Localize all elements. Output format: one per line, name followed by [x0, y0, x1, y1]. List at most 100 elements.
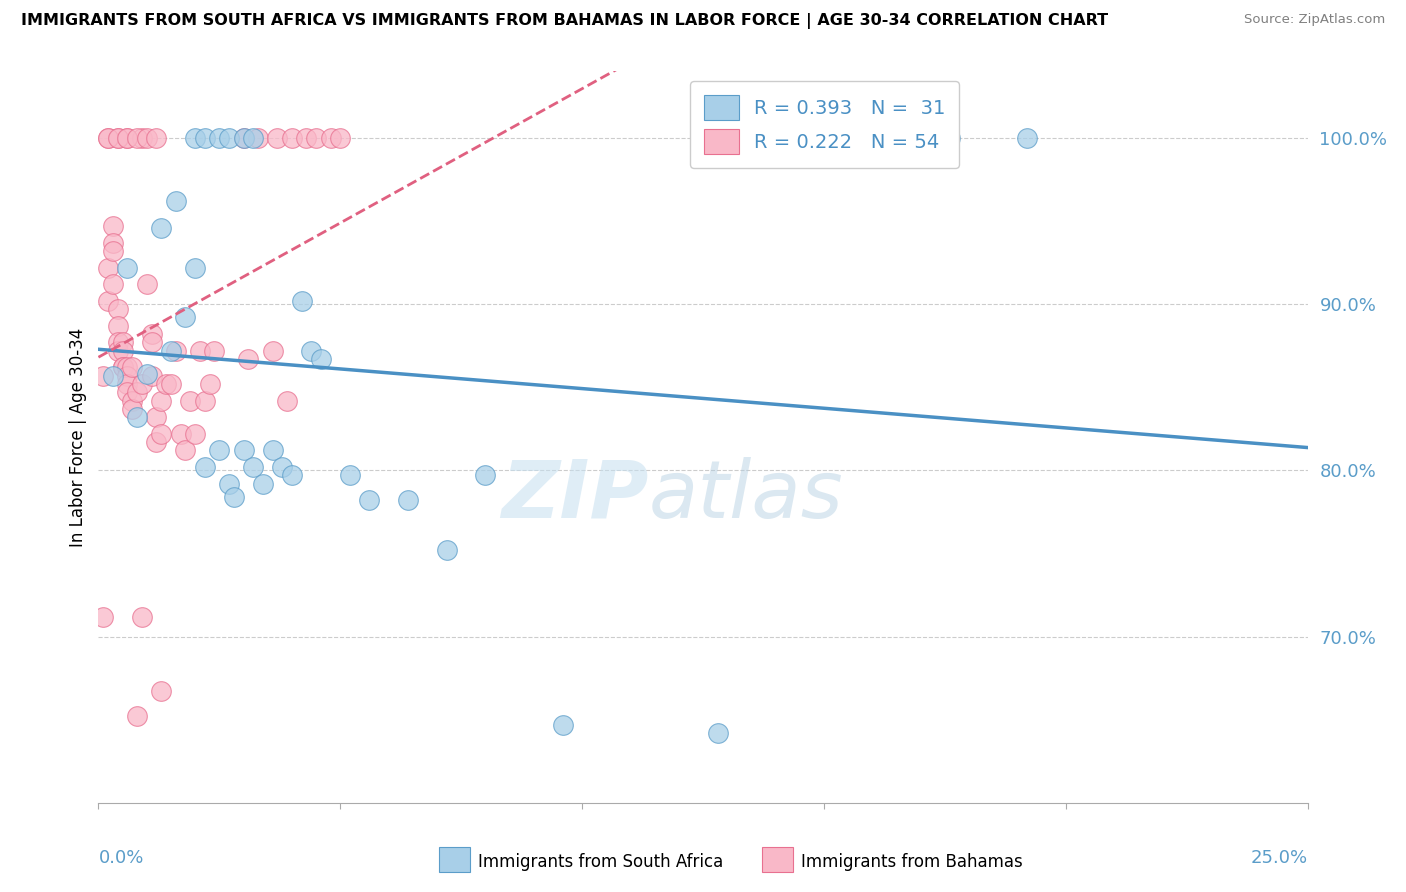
- Point: [339, 468, 361, 483]
- Point: [299, 343, 322, 358]
- Point: [188, 343, 211, 358]
- Point: [290, 293, 312, 308]
- Point: [97, 131, 120, 145]
- Point: [91, 609, 114, 624]
- Point: [204, 343, 226, 358]
- Point: [198, 376, 221, 391]
- Point: [117, 131, 139, 145]
- Point: [111, 335, 134, 350]
- Point: [208, 443, 231, 458]
- Point: [111, 360, 134, 375]
- Point: [111, 343, 134, 358]
- Text: atlas: atlas: [648, 457, 844, 534]
- Point: [160, 376, 183, 391]
- Point: [160, 343, 183, 358]
- Point: [101, 277, 124, 292]
- Point: [101, 244, 124, 258]
- Point: [101, 235, 124, 250]
- Point: [232, 443, 254, 458]
- Point: [141, 368, 163, 383]
- Point: [131, 131, 153, 145]
- Point: [117, 376, 139, 391]
- Point: [97, 260, 120, 275]
- Point: [194, 460, 217, 475]
- Point: [155, 376, 177, 391]
- Point: [474, 468, 496, 483]
- Point: [295, 131, 318, 145]
- Point: [551, 717, 574, 731]
- Point: [150, 684, 173, 698]
- Point: [127, 709, 149, 723]
- Point: [218, 131, 240, 145]
- Point: [396, 493, 419, 508]
- Point: [238, 351, 260, 366]
- Point: [127, 131, 149, 145]
- Point: [174, 443, 197, 458]
- Point: [232, 131, 254, 145]
- Point: [1015, 131, 1038, 145]
- Point: [121, 401, 143, 416]
- Point: [174, 310, 197, 325]
- Point: [117, 385, 139, 400]
- Text: Immigrants from Bahamas: Immigrants from Bahamas: [801, 853, 1024, 871]
- Point: [184, 260, 207, 275]
- Point: [135, 367, 157, 381]
- Point: [145, 435, 167, 450]
- Point: [131, 609, 153, 624]
- Text: Source: ZipAtlas.com: Source: ZipAtlas.com: [1244, 13, 1385, 27]
- Point: [262, 443, 284, 458]
- Point: [117, 260, 139, 275]
- Point: [111, 360, 134, 375]
- Point: [121, 360, 143, 375]
- Point: [208, 131, 231, 145]
- Point: [107, 301, 129, 317]
- Point: [319, 131, 342, 145]
- Point: [706, 726, 728, 740]
- Point: [271, 460, 294, 475]
- Point: [101, 368, 124, 383]
- Point: [107, 343, 129, 358]
- Point: [165, 194, 187, 208]
- Point: [127, 385, 149, 400]
- Point: [150, 220, 173, 235]
- Point: [121, 393, 143, 408]
- Point: [97, 131, 120, 145]
- Point: [281, 468, 304, 483]
- Point: [141, 326, 163, 341]
- Point: [117, 360, 139, 375]
- Point: [222, 490, 245, 504]
- Point: [141, 335, 163, 350]
- Point: [232, 131, 254, 145]
- Point: [117, 368, 139, 383]
- Legend: R = 0.393   N =  31, R = 0.222   N = 54: R = 0.393 N = 31, R = 0.222 N = 54: [690, 81, 959, 168]
- Point: [145, 131, 167, 145]
- Point: [184, 131, 207, 145]
- Y-axis label: In Labor Force | Age 30-34: In Labor Force | Age 30-34: [69, 327, 87, 547]
- Point: [179, 393, 201, 408]
- Text: 0.0%: 0.0%: [98, 849, 143, 867]
- Point: [131, 376, 153, 391]
- Point: [194, 393, 217, 408]
- Point: [135, 277, 157, 292]
- Point: [247, 131, 270, 145]
- Point: [169, 426, 191, 441]
- Text: 25.0%: 25.0%: [1250, 849, 1308, 867]
- Text: IMMIGRANTS FROM SOUTH AFRICA VS IMMIGRANTS FROM BAHAMAS IN LABOR FORCE | AGE 30-: IMMIGRANTS FROM SOUTH AFRICA VS IMMIGRAN…: [21, 13, 1108, 29]
- Point: [145, 410, 167, 425]
- Point: [194, 131, 217, 145]
- Point: [938, 131, 960, 145]
- Point: [252, 476, 274, 491]
- Point: [107, 318, 129, 333]
- Point: [127, 410, 149, 425]
- Point: [101, 219, 124, 233]
- Point: [184, 426, 207, 441]
- Point: [91, 368, 114, 383]
- Point: [262, 343, 284, 358]
- Point: [329, 131, 352, 145]
- Point: [165, 343, 187, 358]
- Point: [436, 543, 458, 558]
- Point: [107, 335, 129, 350]
- Point: [150, 426, 173, 441]
- Point: [218, 476, 240, 491]
- Text: ZIP: ZIP: [501, 457, 648, 534]
